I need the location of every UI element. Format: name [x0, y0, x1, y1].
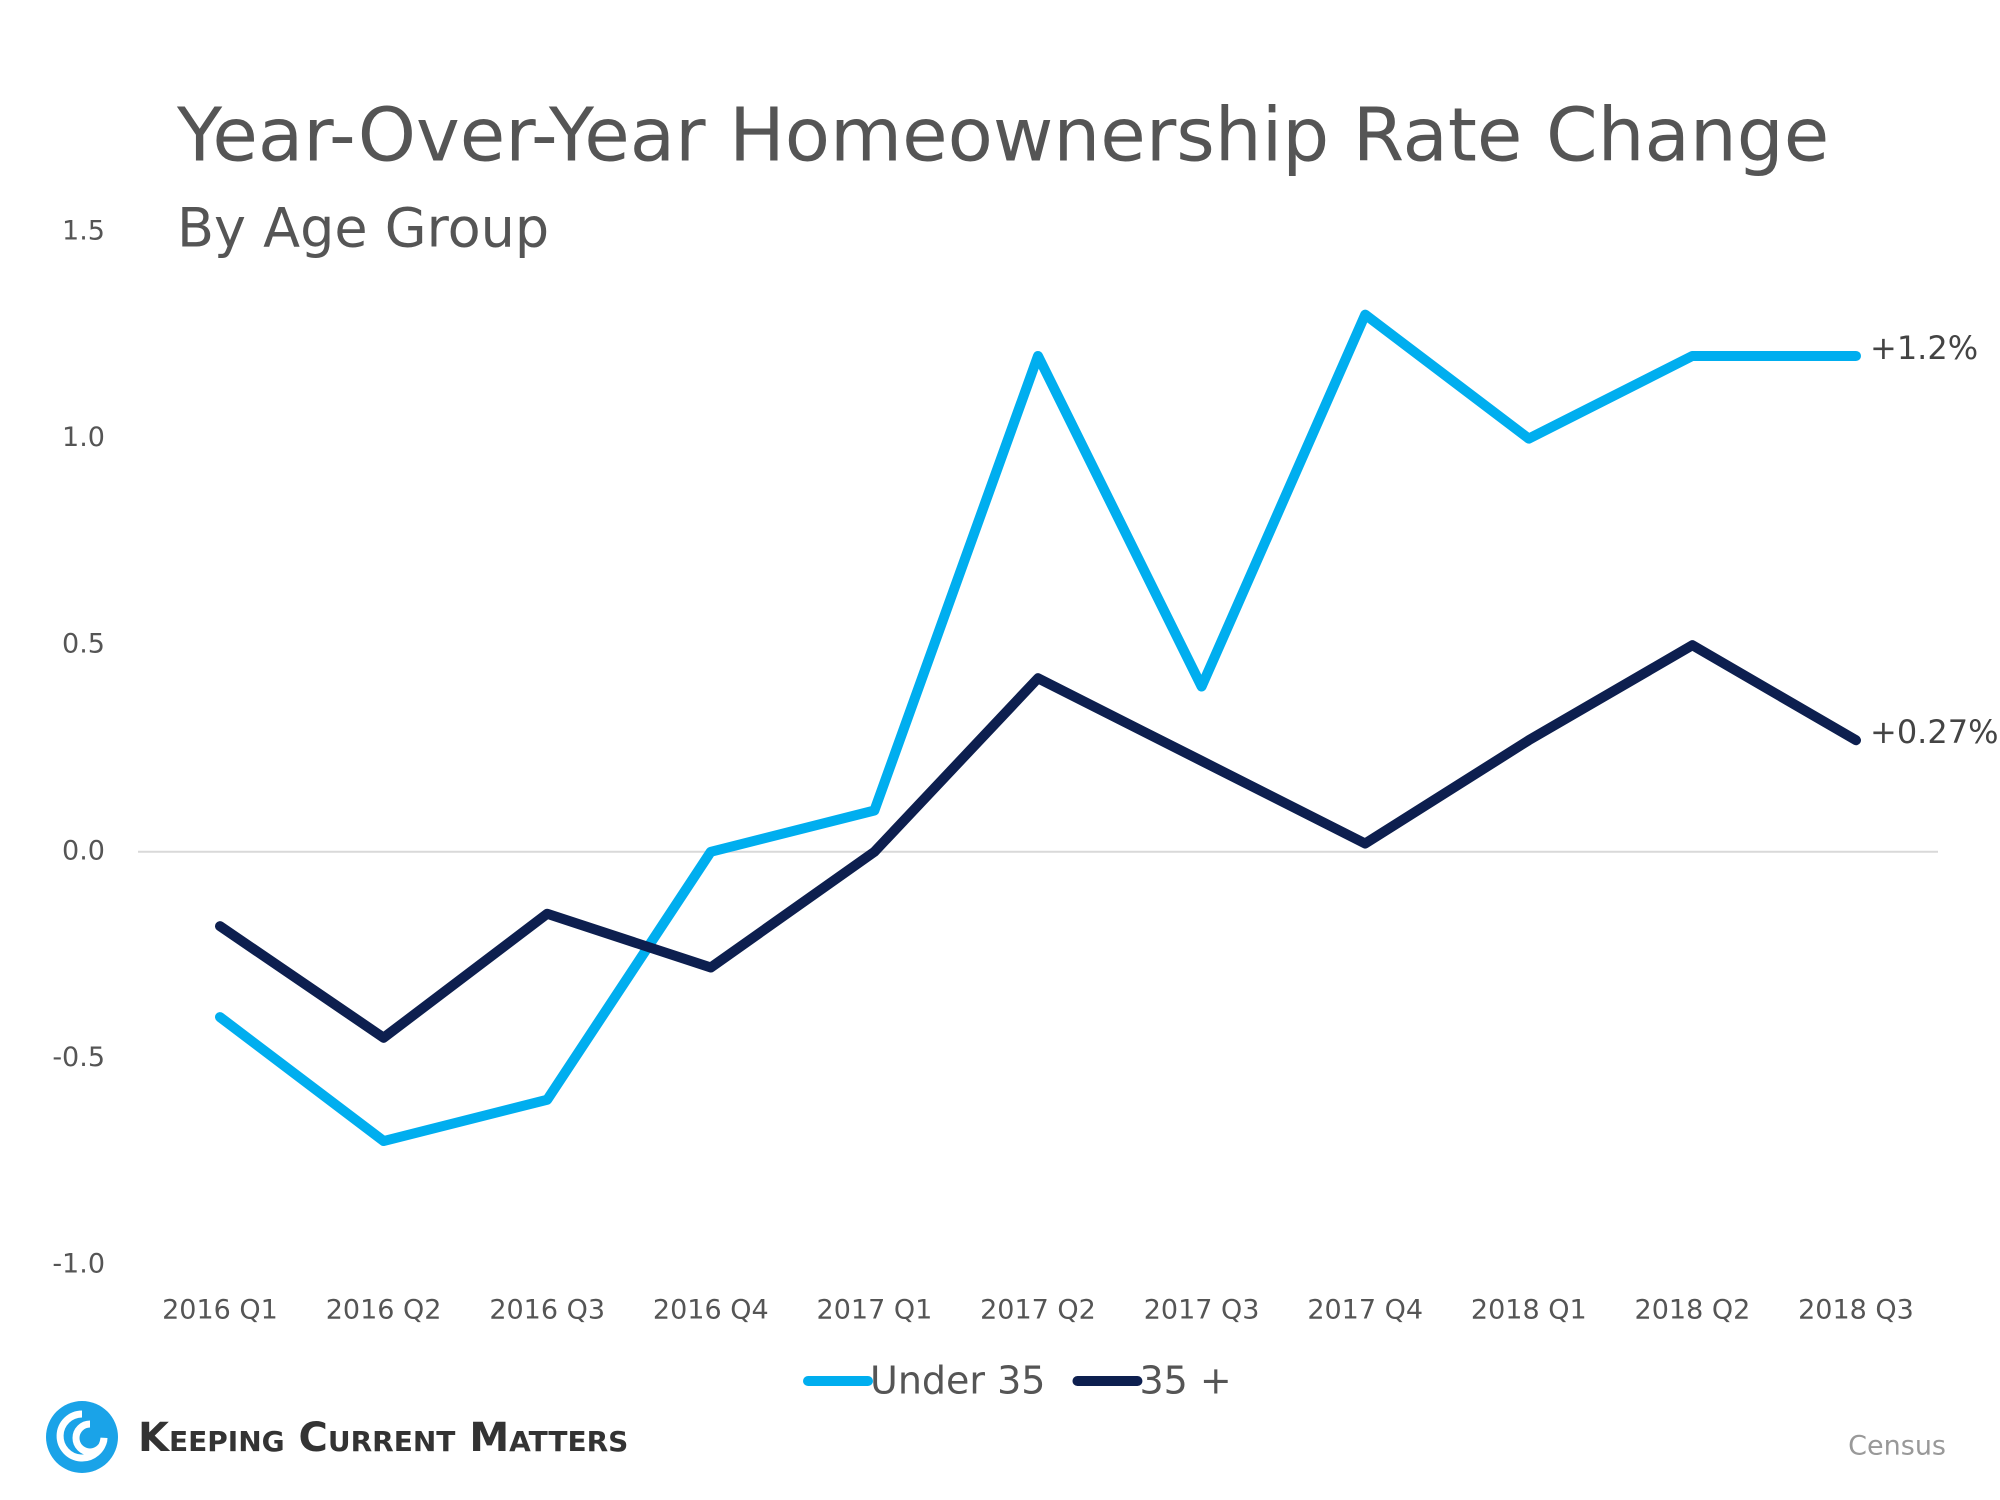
value-label: +1.2% [1870, 329, 1978, 367]
logo-swirl [56, 1410, 108, 1462]
x-tick-label: 2016 Q1 [162, 1295, 278, 1326]
x-tick-label: 2016 Q3 [489, 1295, 605, 1326]
x-tick-label: 2018 Q1 [1471, 1295, 1587, 1326]
y-tick-label: 0.5 [62, 629, 105, 660]
chart-title: Year-Over-Year Homeownership Rate Change [176, 93, 1829, 179]
y-tick-label: 1.0 [62, 422, 105, 453]
x-tick-label: 2018 Q2 [1635, 1295, 1751, 1326]
x-tick-label: 2017 Q1 [817, 1295, 933, 1326]
x-tick-label: 2017 Q4 [1307, 1295, 1423, 1326]
x-tick-label: 2016 Q4 [653, 1295, 769, 1326]
series-line [215, 640, 1861, 1043]
series-line [215, 309, 1861, 1147]
logo: Keeping Current Matters [46, 1401, 628, 1473]
legend-label: 35 + [1139, 1359, 1231, 1403]
x-tick-label: 2016 Q2 [326, 1295, 442, 1326]
value-label: +0.27% [1870, 713, 1998, 751]
y-tick-label: -1.0 [52, 1249, 105, 1280]
y-tick-label: 0.0 [62, 835, 105, 866]
source: Census [1848, 1431, 1946, 1462]
legend-label: Under 35 [870, 1359, 1045, 1403]
x-tick-label: 2017 Q3 [1144, 1295, 1260, 1326]
y-tick-label: 1.5 [62, 216, 105, 247]
y-tick-label: -0.5 [52, 1042, 105, 1073]
x-tick-label: 2017 Q2 [980, 1295, 1096, 1326]
x-tick-label: 2018 Q3 [1798, 1295, 1914, 1326]
logo-text: Keeping Current Matters [138, 1415, 628, 1461]
chart-subtitle: By Age Group [177, 197, 549, 260]
